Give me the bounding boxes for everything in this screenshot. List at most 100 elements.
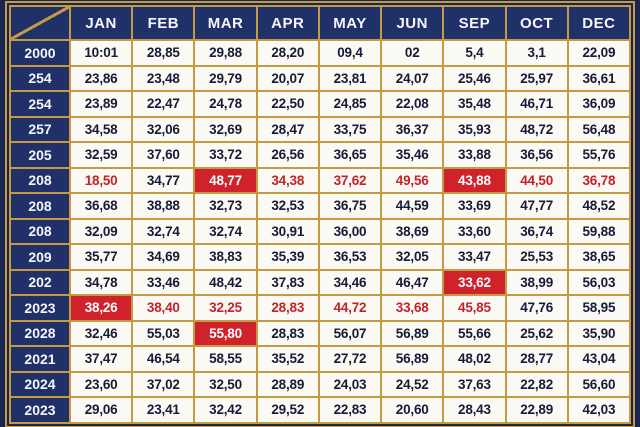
data-cell: 42,03 <box>566 396 632 424</box>
data-cell: 23,81 <box>317 64 383 92</box>
column-header-sep: SEP <box>442 5 507 41</box>
data-cell: 34,78 <box>68 268 134 296</box>
row-label: 208 <box>9 166 71 194</box>
data-cell: 38,40 <box>131 294 196 322</box>
data-cell: 28,77 <box>504 345 569 373</box>
row-label: 208 <box>9 192 71 220</box>
data-cell: 33,46 <box>131 268 196 296</box>
data-cell: 33,75 <box>317 115 383 143</box>
column-header-may: MAY <box>317 5 383 41</box>
data-cell: 58,95 <box>566 294 632 322</box>
data-cell: 37,02 <box>131 370 196 398</box>
data-cell: 38,99 <box>504 268 569 296</box>
data-cell: 44,59 <box>380 192 445 220</box>
table-body: 2000 10:01 28,85 29,88 28,20 09,4 02 5,4 3,1 22,0… <box>9 39 632 424</box>
data-cell: 55,03 <box>131 319 196 347</box>
data-cell: 55,76 <box>566 141 632 169</box>
data-cell: 37,62 <box>317 166 383 194</box>
data-cell: 34,58 <box>68 115 134 143</box>
table-row: 205 32,59 37,60 33,72 26,56 36,65 35,46 33,88 36… <box>9 141 632 169</box>
data-cell: 38,65 <box>566 243 632 271</box>
data-cell: 33,62 <box>442 268 507 296</box>
data-cell: 22,89 <box>504 396 569 424</box>
data-cell: 32,69 <box>193 115 258 143</box>
data-cell: 56,07 <box>317 319 383 347</box>
data-cell: 20,07 <box>255 64 320 92</box>
data-cell: 46,71 <box>504 90 569 118</box>
data-cell: 23,41 <box>131 396 196 424</box>
data-cell: 33,60 <box>442 217 507 245</box>
data-cell: 36,56 <box>504 141 569 169</box>
data-cell: 35,77 <box>68 243 134 271</box>
row-label: 209 <box>9 243 71 271</box>
row-label: 257 <box>9 115 71 143</box>
data-cell: 56,60 <box>566 370 632 398</box>
data-cell: 38,83 <box>193 243 258 271</box>
row-label: 2024 <box>9 370 71 398</box>
data-cell: 47,77 <box>504 192 569 220</box>
data-cell: 32,42 <box>193 396 258 424</box>
data-cell: 32,46 <box>68 319 134 347</box>
data-cell: 36,74 <box>504 217 569 245</box>
table-frame: JAN FEB MAR APR MAY JUN SEP OCT DEC 2000 10:01 28,… <box>5 1 635 427</box>
data-cell: 33,47 <box>442 243 507 271</box>
table-header: JAN FEB MAR APR MAY JUN SEP OCT DEC <box>9 5 632 41</box>
monthly-values-table: JAN FEB MAR APR MAY JUN SEP OCT DEC 2000 10:01 28,… <box>9 5 632 424</box>
column-header-feb: FEB <box>131 5 196 41</box>
data-cell: 28,43 <box>442 396 507 424</box>
data-cell: 32,53 <box>255 192 320 220</box>
data-cell: 22,50 <box>255 90 320 118</box>
data-cell: 28,47 <box>255 115 320 143</box>
data-cell: 37,83 <box>255 268 320 296</box>
data-cell: 46,47 <box>380 268 445 296</box>
data-cell: 24,03 <box>317 370 383 398</box>
data-cell: 28,89 <box>255 370 320 398</box>
data-cell: 32,74 <box>131 217 196 245</box>
data-cell: 3,1 <box>504 39 569 67</box>
data-cell: 02 <box>380 39 445 67</box>
data-cell: 45,85 <box>442 294 507 322</box>
data-cell: 29,79 <box>193 64 258 92</box>
data-cell: 47,76 <box>504 294 569 322</box>
data-cell: 29,06 <box>68 396 134 424</box>
data-cell: 32,50 <box>193 370 258 398</box>
data-cell: 55,80 <box>193 319 258 347</box>
row-label: 2023 <box>9 294 71 322</box>
data-cell: 35,52 <box>255 345 320 373</box>
data-cell: 29,52 <box>255 396 320 424</box>
data-cell: 33,88 <box>442 141 507 169</box>
data-cell: 36,37 <box>380 115 445 143</box>
data-cell: 22,82 <box>504 370 569 398</box>
column-header-jan: JAN <box>68 5 134 41</box>
data-cell: 36,65 <box>317 141 383 169</box>
table-row: 208 32,09 32,74 32,74 30,91 36,00 38,69 33,60 36… <box>9 217 632 245</box>
table-row: 2028 32,46 55,03 55,80 28,83 56,07 56,89 55,66 2… <box>9 319 632 347</box>
data-cell: 32,59 <box>68 141 134 169</box>
data-cell: 25,53 <box>504 243 569 271</box>
data-cell: 32,05 <box>380 243 445 271</box>
data-cell: 43,88 <box>442 166 507 194</box>
data-cell: 55,66 <box>442 319 507 347</box>
corner-diagonal-cell <box>9 5 71 41</box>
row-label: 254 <box>9 90 71 118</box>
data-cell: 48,52 <box>566 192 632 220</box>
data-cell: 23,60 <box>68 370 134 398</box>
row-label: 205 <box>9 141 71 169</box>
data-cell: 18,50 <box>68 166 134 194</box>
data-cell: 23,48 <box>131 64 196 92</box>
data-cell: 48,77 <box>193 166 258 194</box>
row-label: 2021 <box>9 345 71 373</box>
data-cell: 29,88 <box>193 39 258 67</box>
table-row: 208 36,68 38,88 32,73 32,53 36,75 44,59 33,69 47… <box>9 192 632 220</box>
data-cell: 36,53 <box>317 243 383 271</box>
header-row: JAN FEB MAR APR MAY JUN SEP OCT DEC <box>9 5 632 41</box>
row-label: 254 <box>9 64 71 92</box>
data-cell: 56,89 <box>380 319 445 347</box>
data-cell: 36,09 <box>566 90 632 118</box>
data-cell: 25,97 <box>504 64 569 92</box>
data-cell: 48,42 <box>193 268 258 296</box>
data-cell: 28,20 <box>255 39 320 67</box>
row-label: 2028 <box>9 319 71 347</box>
data-cell: 35,39 <box>255 243 320 271</box>
data-cell: 22,47 <box>131 90 196 118</box>
